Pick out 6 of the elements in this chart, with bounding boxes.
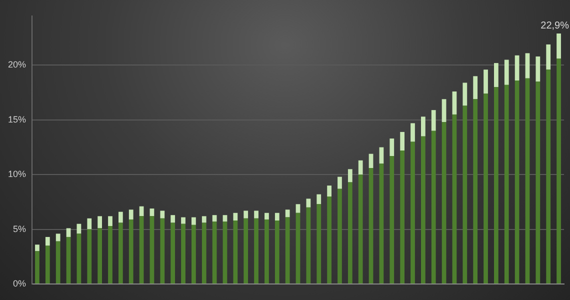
y-tick-label: 5% [13, 224, 26, 234]
y-tick-label: 15% [8, 114, 26, 124]
total-label: 22,9% [540, 20, 570, 32]
y-tick-label: 20% [8, 60, 26, 70]
y-tick-label: 0% [13, 278, 26, 288]
y-tick-label: 10% [8, 169, 26, 180]
